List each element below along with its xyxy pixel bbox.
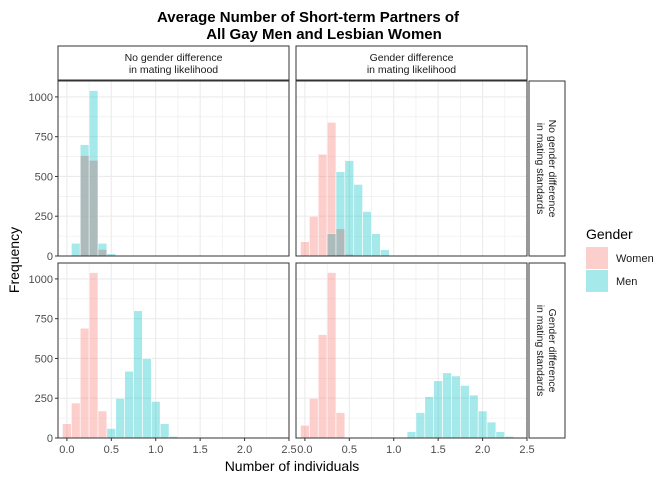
men-bar xyxy=(124,370,134,439)
x-tick-label: 0.0 xyxy=(59,444,74,456)
x-tick-label: 0.5 xyxy=(342,444,357,456)
women-bar xyxy=(309,397,319,439)
overlap-bar xyxy=(80,155,89,256)
men-bar xyxy=(424,396,435,439)
panel-background xyxy=(58,263,289,438)
y-axis-label: Frequency xyxy=(6,227,22,293)
column-strip xyxy=(57,45,290,81)
panel-border xyxy=(57,80,290,257)
y-tick-label: 250 xyxy=(35,211,53,223)
facet-panels: No gender difference in mating likelihood… xyxy=(29,45,566,456)
panel-r0-c1 xyxy=(295,80,528,257)
men-bar xyxy=(486,421,497,439)
y-tick-label: 1000 xyxy=(29,274,53,286)
x-tick-label: 2.0 xyxy=(237,444,252,456)
panel-r1-c1: 0.0 0.5 1.0 1.5 2.0 2.5 xyxy=(295,262,535,456)
y-tick-label: 750 xyxy=(35,314,53,326)
women-bar xyxy=(335,412,346,439)
y-tick-label: 250 xyxy=(35,393,53,405)
women-bar xyxy=(317,153,328,257)
x-tick-label: 2.0 xyxy=(475,444,490,456)
women-bar xyxy=(71,402,81,439)
overlap-bar xyxy=(89,160,98,256)
women-bar xyxy=(300,241,310,257)
y-tick-label: 1000 xyxy=(29,92,53,104)
panel-border xyxy=(57,262,290,439)
men-bar xyxy=(495,431,506,439)
men-bar xyxy=(406,431,417,439)
men-bar xyxy=(380,249,390,257)
row-strip-label: Gender differencein mating standards xyxy=(534,305,558,397)
men-bar xyxy=(133,310,143,439)
women-bar xyxy=(317,334,328,439)
row-strip-label: No gender differencein mating standards xyxy=(534,120,558,218)
overlap-bar xyxy=(345,254,354,256)
row-strip xyxy=(528,80,566,257)
x-tick-label: 0.5 xyxy=(104,444,119,456)
men-bar xyxy=(415,412,426,439)
legend-key-men xyxy=(586,270,608,292)
x-tick-label: 0.0 xyxy=(297,444,312,456)
column-strip-label: No gender difference in mating likelihood xyxy=(125,52,223,76)
men-bar xyxy=(159,423,170,439)
panel-r1-c0: 0 250 500 750 1000 0.0 0.5 1.0 1.5 2.0 2.5 xyxy=(29,262,297,456)
x-tick-label: 1.5 xyxy=(193,444,208,456)
column-strip-label: Gender difference in mating likelihood xyxy=(367,52,456,76)
men-bar xyxy=(115,397,125,439)
panel-border xyxy=(295,262,528,439)
y-tick-label: 0 xyxy=(47,433,53,445)
men-bar xyxy=(142,358,152,439)
y-tick-label: 500 xyxy=(35,171,53,183)
panel-border xyxy=(295,80,528,257)
overlap-bar xyxy=(336,228,345,256)
men-bar xyxy=(362,211,372,257)
men-bar xyxy=(353,184,363,257)
women-bar xyxy=(62,423,72,439)
y-tick-label: 0 xyxy=(47,251,53,263)
men-bar xyxy=(442,372,452,439)
x-tick-label: 1.0 xyxy=(386,444,401,456)
x-tick-label: 1.0 xyxy=(148,444,163,456)
women-bar xyxy=(79,327,90,439)
women-bar xyxy=(300,424,310,439)
y-tick-label: 500 xyxy=(35,353,53,365)
chart-title-line1: Average Number of Short-term Partners of xyxy=(157,9,460,26)
men-bar xyxy=(106,428,117,439)
women-bar xyxy=(309,215,319,257)
legend-label-women: Women xyxy=(616,253,654,265)
legend-label-men: Men xyxy=(616,276,637,288)
y-tick-label: 750 xyxy=(35,132,53,144)
legend-title: Gender xyxy=(586,226,633,242)
men-bar xyxy=(150,401,161,439)
men-bar xyxy=(371,233,381,257)
column-strip xyxy=(295,45,528,81)
x-axis-label: Number of individuals xyxy=(225,458,360,474)
panel-r0-c0: 0 250 500 750 1000 xyxy=(29,80,290,263)
men-bar xyxy=(71,242,81,257)
chart-title-line2: All Gay Men and Lesbian Women xyxy=(206,26,442,43)
overlap-bar xyxy=(327,233,336,256)
women-bar xyxy=(326,272,337,439)
men-bar xyxy=(451,375,461,439)
women-bar xyxy=(88,272,99,439)
men-bar xyxy=(433,380,443,439)
x-tick-label: 2.5 xyxy=(519,444,534,456)
men-bar xyxy=(460,385,470,439)
women-bar xyxy=(97,410,108,439)
x-tick-label: 1.5 xyxy=(431,444,446,456)
men-bar xyxy=(477,410,488,439)
legend-key-women xyxy=(586,247,608,269)
panel-background xyxy=(296,263,527,438)
men-bar xyxy=(468,394,479,439)
row-strip xyxy=(528,262,566,439)
legend: Gender Women Men xyxy=(586,226,654,292)
panel-background xyxy=(296,81,527,256)
men-bar xyxy=(344,160,355,257)
x-tick-label: 2.5 xyxy=(281,444,296,456)
overlap-bar xyxy=(98,249,107,256)
